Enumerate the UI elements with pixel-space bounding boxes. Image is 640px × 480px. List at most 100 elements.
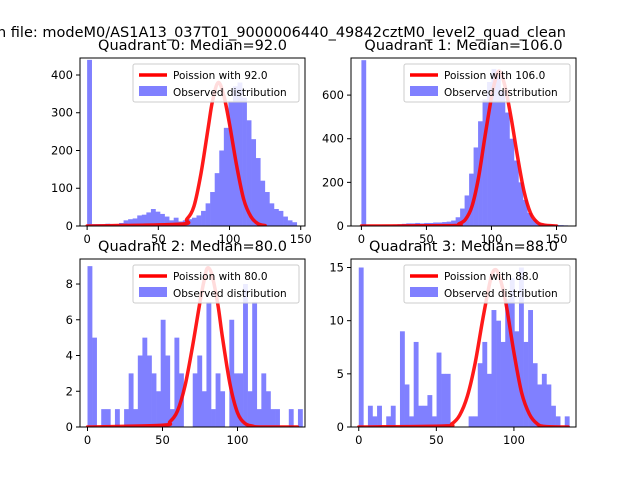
x-tick-label: 50	[155, 433, 170, 447]
x-tick-label: 100	[227, 433, 249, 447]
histogram-bar	[273, 209, 279, 226]
histogram-bar	[205, 203, 211, 226]
legend-entry-poisson: Poission with 92.0	[173, 70, 268, 82]
histogram-bar	[464, 195, 470, 226]
histogram-bar	[132, 218, 138, 226]
histogram-bar	[141, 214, 147, 226]
y-tick-label: 10	[329, 314, 344, 328]
histogram-bar	[214, 173, 220, 226]
y-tick-label: 0	[66, 219, 73, 233]
y-tick-label: 8	[66, 277, 73, 291]
histogram-bar	[523, 341, 529, 427]
legend-bar-swatch	[410, 287, 438, 297]
histogram-bar	[101, 409, 107, 427]
histogram-bar	[173, 217, 179, 226]
histogram-bar	[278, 210, 284, 226]
histogram-bar	[220, 391, 226, 427]
legend-box	[403, 264, 571, 304]
histogram-bar	[372, 416, 378, 427]
histogram-bar	[114, 409, 120, 427]
y-tick-label: 200	[51, 143, 73, 157]
histogram-bar	[409, 416, 414, 427]
histogram-bar	[399, 331, 405, 427]
quadrant-2-axes-frame	[79, 258, 306, 428]
x-tick-label: 100	[503, 433, 525, 447]
histogram-bar	[252, 301, 258, 427]
histogram-bar	[150, 209, 156, 226]
histogram-bar	[546, 384, 552, 427]
histogram-bar	[160, 213, 165, 226]
histogram-bar	[518, 182, 524, 226]
histogram-bar	[223, 127, 229, 226]
histogram-bar	[445, 373, 451, 427]
histogram-bar	[238, 373, 244, 427]
histogram-bar	[233, 373, 239, 427]
quadrant-3-title: Quadrant 3: Median=88.0	[369, 239, 558, 255]
histogram-bar	[201, 210, 206, 226]
histogram-bar	[137, 355, 143, 427]
histogram-bar	[527, 212, 533, 226]
histogram-bar	[358, 267, 364, 427]
histogram-bar	[243, 284, 248, 427]
x-tick-label: 150	[290, 232, 312, 246]
histogram-bar	[436, 352, 442, 427]
histogram-bar	[482, 341, 488, 427]
histogram-bar	[532, 363, 538, 427]
histogram-bar	[486, 373, 492, 427]
histogram-bar	[504, 112, 510, 226]
x-tick-label: 50	[419, 232, 434, 246]
histogram-bar	[196, 215, 202, 226]
histogram-bar	[210, 192, 216, 226]
x-tick-label: 100	[219, 232, 241, 246]
histogram-bar	[460, 208, 465, 226]
quadrant-1-plot-area	[359, 60, 569, 226]
histogram-bar	[404, 384, 410, 427]
histogram-bar	[367, 405, 373, 427]
x-tick-label: 0	[355, 433, 362, 447]
histogram-bar	[500, 90, 506, 226]
x-tick-label: 150	[546, 232, 568, 246]
y-tick-label: 600	[322, 88, 344, 102]
quadrant-0-axes-frame	[79, 57, 306, 227]
histogram-bar	[531, 219, 537, 226]
x-tick-label: 50	[151, 232, 166, 246]
y-tick-label: 0	[337, 219, 344, 233]
histogram-bar	[255, 158, 261, 226]
x-tick-label: 0	[83, 232, 90, 246]
histogram-bar	[137, 215, 143, 226]
quadrant-3-axes-frame	[350, 258, 577, 428]
histogram-bar	[174, 337, 180, 427]
quadrant-0-legend: Poission with 92.0 Observed distribution	[132, 63, 300, 103]
histogram-bar	[164, 216, 170, 226]
legend-bar-swatch	[139, 287, 167, 297]
histogram-bar	[128, 219, 133, 226]
legend-entry-poisson: Poission with 88.0	[444, 271, 539, 283]
histogram-bar	[386, 416, 392, 427]
histogram-bar	[146, 355, 152, 427]
histogram-bar	[261, 373, 267, 427]
histogram-bar	[455, 217, 461, 226]
quadrant-1-legend: Poission with 106.0 Observed distribution	[403, 63, 571, 103]
histogram-bar	[260, 180, 266, 226]
histogram-bar	[413, 341, 419, 427]
histogram-bar	[133, 409, 139, 427]
histogram-bar	[215, 373, 221, 427]
histogram-bar	[256, 409, 262, 427]
quadrant-2-legend: Poission with 80.0 Observed distribution	[132, 264, 300, 304]
histogram-bar	[146, 212, 152, 226]
histogram-bar	[361, 60, 367, 226]
histogram-bar	[422, 405, 428, 427]
histogram-bar	[390, 405, 396, 427]
histogram-bar	[473, 416, 479, 427]
y-tick-label: 4	[66, 349, 73, 363]
histogram-bar	[219, 150, 225, 226]
y-tick-label: 400	[322, 132, 344, 146]
quadrant-1-panel: 0 50 100 150 0 200 400 600 Quadrant 1: Median=10…	[322, 38, 577, 246]
x-tick-label: 100	[480, 232, 502, 246]
histogram-bar	[496, 73, 501, 226]
quadrant-0-panel: 0 50 100 150 0 100 200 300 400 Quadrant 0: Median…	[51, 38, 312, 246]
histogram-bar	[128, 373, 134, 427]
histogram-bar	[87, 266, 93, 427]
histogram-bar	[446, 221, 452, 226]
